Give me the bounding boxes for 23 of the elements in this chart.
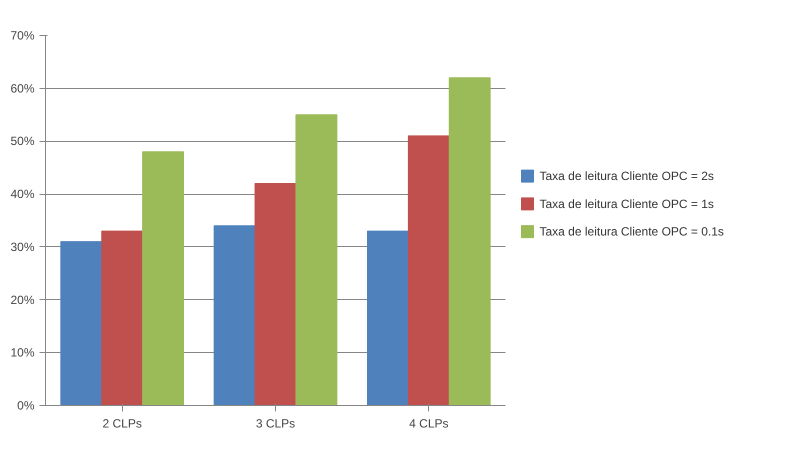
x-tick-label: 3 CLPs <box>256 416 296 430</box>
bar <box>214 225 256 406</box>
y-tick-label: 40% <box>10 187 35 202</box>
bar <box>295 114 338 406</box>
y-tick-label: 10% <box>10 346 35 360</box>
bar <box>448 77 491 406</box>
y-tick-label: 50% <box>10 134 35 148</box>
legend-label: Taxa de leitura Cliente OPC = 1s <box>540 196 714 211</box>
bar <box>101 230 144 406</box>
y-tick-label: 0% <box>17 398 35 412</box>
bar <box>142 151 184 406</box>
bar <box>60 241 102 406</box>
x-tick-label: 2 CLPs <box>102 416 142 430</box>
y-tick-label: 60% <box>10 81 35 96</box>
y-tick-label: 70% <box>10 28 35 42</box>
bar <box>254 183 296 406</box>
legend-label: Taxa de leitura Cliente OPC = 2s <box>540 169 714 184</box>
bar <box>408 135 450 406</box>
legend-label: Taxa de leitura Cliente OPC = 0.1s <box>540 224 724 239</box>
x-tick-label: 4 CLPs <box>409 416 449 430</box>
bar <box>367 230 409 406</box>
y-tick-label: 30% <box>10 240 35 254</box>
y-tick-label: 20% <box>10 292 35 307</box>
